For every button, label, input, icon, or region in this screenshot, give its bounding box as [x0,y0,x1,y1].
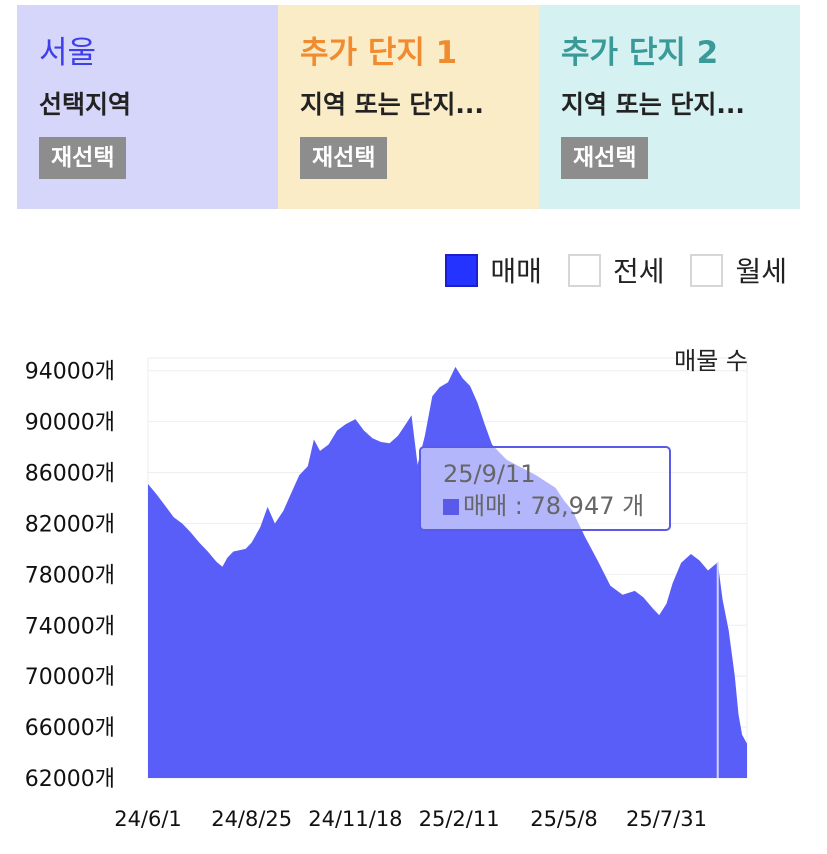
y-tick-label: 82000개 [25,512,115,537]
x-tick-label: 24/11/18 [308,807,402,831]
region-tile-subtitle: 선택지역 [39,90,132,119]
filter-label: 전세 [612,255,665,288]
filter-jeonse[interactable]: 전세 [567,250,665,290]
y-tick-label: 74000개 [25,614,115,639]
y-tick-label: 86000개 [25,462,115,487]
series-swatch-icon [443,499,459,515]
region-tile-extra-1[interactable]: 추가 단지 1 지역 또는 단지... 재선택 [278,5,539,209]
x-tick-label: 25/2/11 [419,807,500,831]
y-tick-label: 66000개 [25,716,115,741]
region-tile-extra-2[interactable]: 추가 단지 2 지역 또는 단지... 재선택 [539,5,800,209]
chart-area [148,366,747,778]
y-tick-label: 62000개 [25,767,115,792]
reselect-button[interactable]: 재선택 [300,137,388,179]
region-tile-subtitle: 지역 또는 단지... [300,90,484,119]
y-tick-label: 90000개 [25,411,115,436]
checkbox[interactable] [445,253,479,287]
filter-monthly-rent[interactable]: 월세 [690,250,787,290]
y-tick-label: 78000개 [25,563,115,588]
filter-label: 월세 [735,255,787,288]
checkbox[interactable] [567,253,601,287]
x-tick-label: 25/5/8 [530,807,598,831]
x-axis-ticks: 24/6/1 24/8/25 24/11/18 25/2/11 25/5/8 25/7/3… [114,807,707,831]
region-selector: 서울 선택지역 재선택 추가 단지 1 지역 또는 단지... 재선택 추가 단… [17,5,800,209]
x-tick-label: 24/6/1 [114,807,182,831]
filter-sale[interactable]: 매매 [445,250,542,290]
reselect-button[interactable]: 재선택 [561,137,649,179]
region-tile-title: 추가 단지 1 [300,35,458,71]
tooltip-series: 매매 [463,492,508,520]
y-tick-label: 94000개 [25,360,115,385]
region-tile-title: 서울 [39,35,97,71]
filter-label: 매매 [490,255,542,288]
y-tick-label: 70000개 [25,665,115,690]
region-tile-subtitle: 지역 또는 단지... [561,90,745,119]
reselect-button[interactable]: 재선택 [39,137,127,179]
region-tile-title: 추가 단지 2 [561,35,719,71]
y-axis-ticks: 94000개 90000개 86000개 82000개 78000개 74000개 7000… [25,360,115,792]
region-tile-seoul[interactable]: 서울 선택지역 재선택 [17,5,278,209]
trade-type-filter: 매매 전세 월세 [419,250,787,290]
series-area-sale [148,366,747,778]
series-label: 매물 수 [674,347,748,375]
x-tick-label: 25/7/31 [626,807,707,831]
tooltip-value: : 78,947 개 [507,492,645,520]
tooltip-date: 25/9/11 [443,460,536,488]
checkbox[interactable] [690,253,724,287]
chart-tooltip: 25/9/11 매매 : 78,947 개 [419,446,671,531]
x-tick-label: 24/8/25 [211,807,292,831]
tooltip-value-row: 매매 : 78,947 개 [443,490,669,522]
